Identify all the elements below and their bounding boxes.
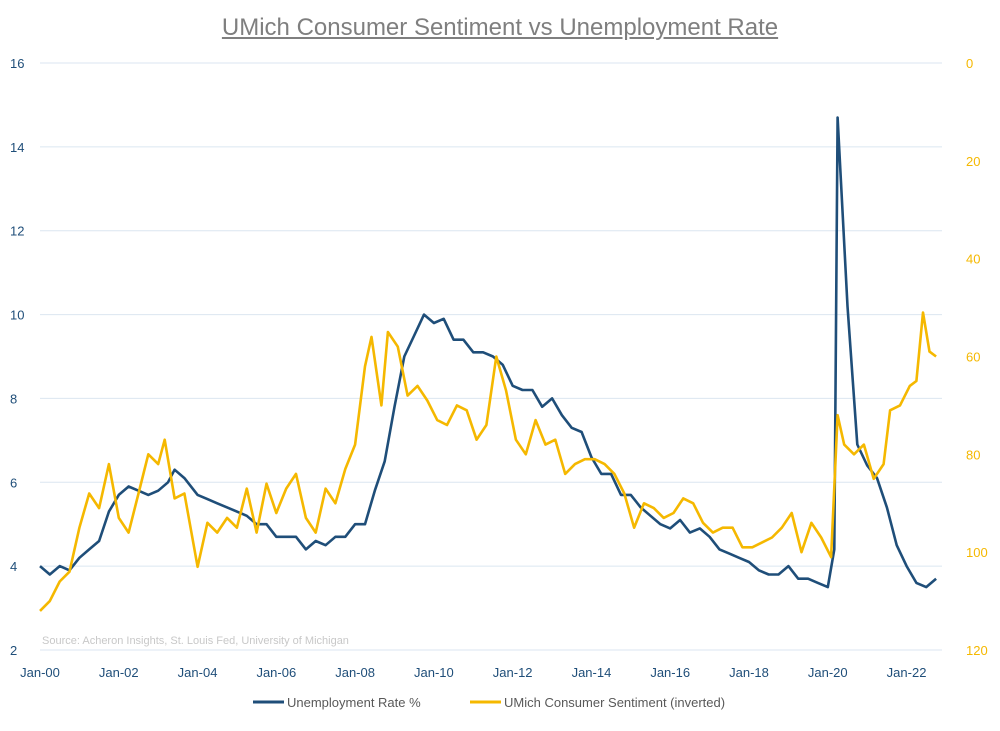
- y-right-tick-label: 40: [966, 252, 980, 267]
- legend: Unemployment Rate % UMich Consumer Senti…: [253, 695, 725, 710]
- x-axis: Jan-00 Jan-02 Jan-04 Jan-06 Jan-08 Jan-10 Jan-…: [20, 665, 926, 680]
- gridlines: [40, 62, 942, 651]
- y-left-tick-label: 16: [10, 56, 24, 71]
- x-tick-label: Jan-02: [99, 665, 139, 680]
- x-tick-label: Jan-08: [335, 665, 375, 680]
- x-tick-label: Jan-22: [887, 665, 927, 680]
- x-tick-label: Jan-00: [20, 665, 60, 680]
- y-right-tick-label: 80: [966, 447, 980, 462]
- x-tick-label: Jan-10: [414, 665, 454, 680]
- consumer-sentiment-line: [39, 311, 937, 612]
- y-left-tick-label: 6: [10, 475, 17, 490]
- unemployment-rate-line: [39, 116, 937, 589]
- y-right-tick-label: 20: [966, 154, 980, 169]
- x-tick-label: Jan-18: [729, 665, 769, 680]
- y-left-tick-label: 10: [10, 308, 24, 323]
- x-tick-label: Jan-16: [650, 665, 690, 680]
- y-right-tick-label: 100: [966, 545, 988, 560]
- legend-label-unemployment: Unemployment Rate %: [287, 695, 421, 710]
- source-note: Source: Acheron Insights, St. Louis Fed,…: [42, 635, 349, 647]
- y-left-tick-label: 12: [10, 224, 24, 239]
- y-right-tick-label: 0: [966, 56, 973, 71]
- y-left-tick-label: 14: [10, 140, 24, 155]
- x-tick-label: Jan-04: [178, 665, 218, 680]
- x-tick-label: Jan-12: [493, 665, 533, 680]
- chart-title: UMich Consumer Sentiment vs Unemployment…: [221, 14, 779, 41]
- y-axis-left: 2 4 6 8 10 12 14 16: [10, 56, 24, 658]
- series-lines: [39, 116, 937, 612]
- y-axis-right: 0 20 40 60 80 100 120: [966, 56, 988, 658]
- x-tick-label: Jan-20: [808, 665, 848, 680]
- y-right-tick-label: 120: [966, 643, 988, 658]
- y-left-tick-label: 2: [10, 643, 17, 658]
- x-tick-label: Jan-06: [256, 665, 296, 680]
- legend-label-sentiment: UMich Consumer Sentiment (inverted): [504, 695, 725, 710]
- x-tick-label: Jan-14: [572, 665, 612, 680]
- y-right-tick-label: 60: [966, 350, 980, 365]
- y-left-tick-label: 8: [10, 391, 17, 406]
- y-left-tick-label: 4: [10, 559, 17, 574]
